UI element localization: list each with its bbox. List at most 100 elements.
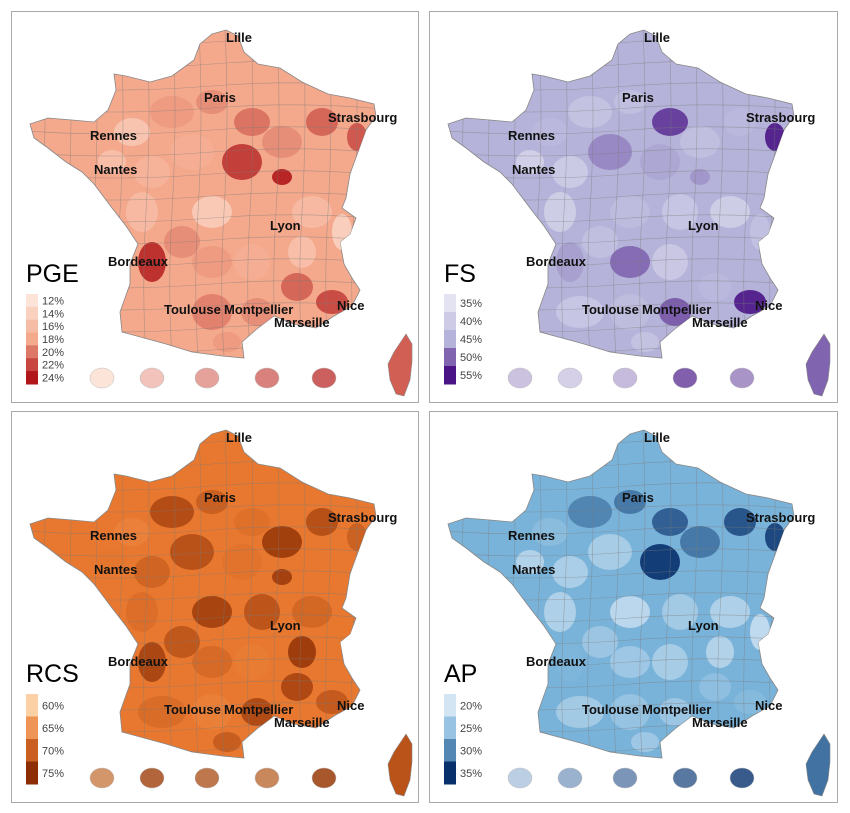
department-area <box>659 298 691 326</box>
city-label-nice: Nice <box>755 298 782 313</box>
city-label-toulouse: Toulouse <box>582 702 639 717</box>
legend-swatch <box>444 716 456 740</box>
department-area <box>588 534 632 570</box>
city-label-toulouse: Toulouse <box>164 702 221 717</box>
department-area <box>631 732 659 752</box>
legend-label: 30% <box>460 745 482 757</box>
overseas-territories-rcs <box>89 767 337 789</box>
legend-label: 24% <box>42 373 64 385</box>
department-area <box>234 244 270 280</box>
department-area <box>126 192 158 232</box>
department-area <box>281 673 313 701</box>
department-area <box>734 690 766 714</box>
department-area <box>568 96 612 128</box>
department-area <box>170 534 214 570</box>
department-area <box>196 90 228 114</box>
legend-swatch <box>444 694 456 717</box>
department-area <box>610 596 650 628</box>
department-area <box>306 508 338 536</box>
city-label-rennes: Rennes <box>508 528 555 543</box>
corsica-rcs <box>387 733 413 797</box>
legend-swatch <box>26 358 38 372</box>
legend-swatch <box>444 739 456 762</box>
department-area <box>150 496 194 528</box>
legend-swatch <box>26 716 38 740</box>
legend-swatch <box>26 319 38 334</box>
department-area <box>652 508 688 536</box>
overseas-territory <box>557 767 583 789</box>
department-area <box>556 642 584 682</box>
overseas-territory <box>311 767 337 789</box>
legend-label: 35% <box>460 298 482 310</box>
department-area <box>138 242 166 282</box>
overseas-territory <box>507 367 533 389</box>
legend-swatch <box>26 306 38 321</box>
legend-label: 22% <box>42 360 64 372</box>
department-area <box>192 196 232 228</box>
department-area <box>192 596 232 628</box>
department-area <box>662 594 698 630</box>
city-label-strasbourg: Strasbourg <box>328 510 397 525</box>
department-area <box>213 332 241 352</box>
city-label-rennes: Rennes <box>90 128 137 143</box>
city-label-strasbourg: Strasbourg <box>746 110 815 125</box>
map-svg-fs: Lille Paris Strasbourg Rennes Nantes Lyon Bord… <box>444 29 831 397</box>
legend-label: 18% <box>42 334 64 346</box>
department-area <box>332 214 352 250</box>
city-label-toulouse: Toulouse <box>164 302 221 317</box>
city-label-montpellier: Montpellier <box>642 302 711 317</box>
overseas-territory <box>612 367 638 389</box>
department-area <box>170 134 214 170</box>
department-area <box>552 556 588 588</box>
city-label-paris: Paris <box>622 490 654 505</box>
city-label-nice: Nice <box>337 298 364 313</box>
department-area <box>332 614 352 650</box>
city-label-lille: Lille <box>644 30 670 45</box>
overseas-territory <box>729 367 755 389</box>
department-area <box>262 526 302 558</box>
legend-label: 12% <box>42 295 64 307</box>
department-area <box>556 296 604 328</box>
legend-swatch <box>444 294 456 313</box>
overseas-territory <box>139 767 165 789</box>
legend-fs: 35% 40% 45% 50% 55% <box>444 294 482 385</box>
city-label-paris: Paris <box>204 90 236 105</box>
overseas-territory <box>557 367 583 389</box>
department-area <box>631 332 659 352</box>
department-area <box>288 236 316 268</box>
legend-swatch <box>26 694 38 717</box>
map-svg-pge: Lille Paris Strasbourg Rennes Nantes Lyon Bord… <box>26 29 413 397</box>
department-area <box>272 169 292 185</box>
legend-label: 45% <box>460 334 482 346</box>
overseas-territory <box>672 367 698 389</box>
departments-pge <box>30 30 376 358</box>
map-panel-rcs: Lille Paris Strasbourg Rennes Nantes Lyon Bord… <box>11 411 419 803</box>
department-area <box>292 196 332 228</box>
overseas-territory <box>612 767 638 789</box>
legend-label: 50% <box>460 352 482 364</box>
map-title-pge: PGE <box>26 260 79 288</box>
overseas-territory <box>507 767 533 789</box>
legend-pge: 12%14%16%18%20%22%24% <box>26 294 64 385</box>
department-area <box>690 569 710 585</box>
department-area <box>724 508 756 536</box>
department-area <box>652 244 688 280</box>
department-area <box>662 194 698 230</box>
city-label-nantes: Nantes <box>94 562 137 577</box>
city-label-marseille: Marseille <box>274 715 330 730</box>
legend-ap: 20% 25% 30% 35% <box>444 694 482 785</box>
legend-label: 60% <box>42 700 64 712</box>
department-area <box>552 156 588 188</box>
overseas-territory <box>194 367 220 389</box>
city-label-paris: Paris <box>204 490 236 505</box>
department-area <box>706 236 734 268</box>
department-area <box>234 108 270 136</box>
city-label-lyon: Lyon <box>688 618 719 633</box>
legend-rcs: 60% 65% 70% 75% <box>26 694 64 785</box>
city-label-toulouse: Toulouse <box>582 302 639 317</box>
map-panel-pge: Lille Paris Strasbourg Rennes Nantes Lyon Bord… <box>11 11 419 403</box>
overseas-territory <box>311 367 337 389</box>
city-label-nantes: Nantes <box>512 562 555 577</box>
department-area <box>281 273 313 301</box>
city-label-strasbourg: Strasbourg <box>746 510 815 525</box>
